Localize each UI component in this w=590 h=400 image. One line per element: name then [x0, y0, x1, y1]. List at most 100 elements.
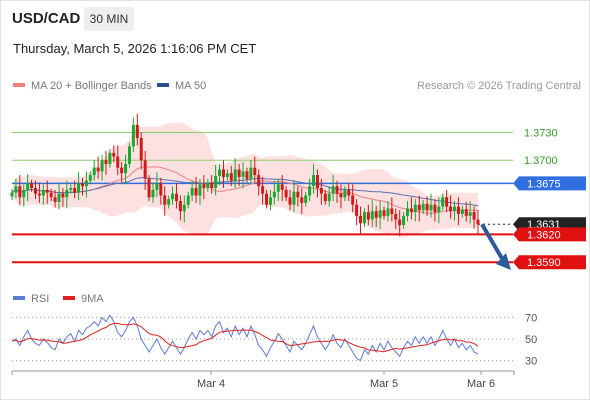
candle-body	[214, 176, 218, 189]
candle-body	[73, 188, 77, 193]
candle-body	[394, 214, 398, 220]
candle-body	[464, 209, 468, 216]
rsi-9ma-line	[11, 322, 479, 353]
candle-body	[135, 125, 139, 138]
candle-body	[61, 193, 65, 198]
legend-ma50: MA 50	[157, 80, 206, 92]
candle-body	[37, 193, 41, 196]
candle-body	[88, 175, 92, 181]
candle-body	[18, 186, 22, 198]
candle-body	[449, 206, 453, 212]
candle-body	[276, 184, 280, 192]
candle-body	[319, 188, 323, 194]
candle-body	[139, 138, 143, 161]
candle-body	[292, 191, 296, 205]
rsi-swatch	[13, 296, 25, 301]
level-tag-4	[513, 227, 586, 242]
candle-body	[151, 189, 155, 198]
candle-body	[296, 191, 300, 198]
candle-body	[284, 189, 288, 198]
legend-ma20-label: MA 20 + Bollinger Bands	[31, 80, 152, 92]
candle-body	[108, 152, 112, 164]
candle-body	[351, 195, 355, 205]
candle-body	[429, 204, 433, 211]
level-label-4: 1.3620	[527, 229, 561, 241]
level-label-1: 1.3700	[524, 155, 558, 167]
candle-body	[453, 206, 457, 212]
candle-body	[476, 219, 480, 225]
candle-body	[300, 197, 304, 203]
forecast-arrow-head	[496, 253, 511, 270]
candle-body	[304, 195, 308, 203]
candle-body	[468, 212, 472, 216]
candle-body	[417, 204, 421, 211]
candle-body	[202, 184, 206, 189]
candle-body	[433, 204, 437, 213]
candle-body	[288, 197, 292, 205]
candle-body	[237, 169, 241, 177]
candle-body	[409, 208, 413, 213]
candle-body	[456, 206, 460, 214]
rsi-tick-0: 70	[525, 312, 537, 324]
candle-body	[33, 188, 37, 194]
candle-body	[378, 210, 382, 218]
candle-body	[26, 183, 30, 190]
candle-body	[355, 204, 359, 216]
ma50-line	[11, 177, 479, 207]
candle-body	[80, 183, 84, 187]
candle-body	[210, 182, 214, 189]
candle-body	[116, 156, 120, 168]
ma50-swatch	[157, 83, 169, 88]
legend-rsi: RSI	[13, 293, 49, 305]
candle-body	[362, 212, 366, 224]
candle-body	[331, 186, 335, 194]
datetime-label: Thursday, March 5, 2026 1:16:06 PM CET	[13, 41, 257, 56]
candle-body	[366, 212, 370, 220]
candle-body	[308, 186, 312, 196]
candle-body	[120, 167, 124, 174]
candle-body	[406, 208, 410, 216]
legend-ma50-label: MA 50	[175, 80, 207, 92]
candle-body	[155, 183, 159, 190]
candle-body	[65, 189, 69, 198]
candle-body	[445, 197, 449, 207]
candle-body	[253, 167, 257, 176]
candle-body	[171, 193, 175, 200]
candle-body	[315, 175, 319, 189]
candle-body	[143, 160, 147, 179]
candle-body	[92, 167, 96, 176]
rsi-tick-2: 30	[525, 356, 537, 368]
candle-body	[323, 193, 327, 202]
forecast-arrow-shaft	[480, 223, 506, 264]
candle-body	[41, 189, 45, 196]
candle-body	[221, 169, 225, 177]
candle-body	[339, 193, 343, 198]
candle-body	[421, 203, 425, 211]
candle-body	[398, 219, 402, 226]
candle-body	[174, 193, 178, 202]
candle-body	[413, 204, 417, 213]
candle-body	[225, 173, 229, 177]
candle-body	[194, 188, 198, 196]
candle-body	[312, 175, 316, 187]
candle-body	[280, 184, 284, 190]
candle-body	[374, 211, 378, 218]
candle-body	[359, 215, 363, 224]
candle-body	[327, 193, 331, 202]
timeframe-button[interactable]: 30 MIN	[84, 7, 134, 31]
candle-body	[249, 167, 253, 179]
candle-body	[370, 211, 374, 220]
candle-body	[343, 189, 347, 198]
candle-body	[14, 186, 18, 193]
candle-body	[147, 178, 151, 198]
level-label-5: 1.3590	[527, 257, 561, 269]
x-label-2: Mar 6	[467, 378, 495, 390]
legend-ma20: MA 20 + Bollinger Bands	[13, 80, 152, 92]
candle-body	[159, 183, 163, 196]
candle-body	[10, 192, 14, 197]
candle-body	[425, 203, 429, 211]
ma20-swatch	[13, 83, 25, 88]
candle-body	[77, 183, 81, 193]
legend-9ma-label: 9MA	[81, 293, 104, 305]
candle-body	[347, 189, 351, 196]
